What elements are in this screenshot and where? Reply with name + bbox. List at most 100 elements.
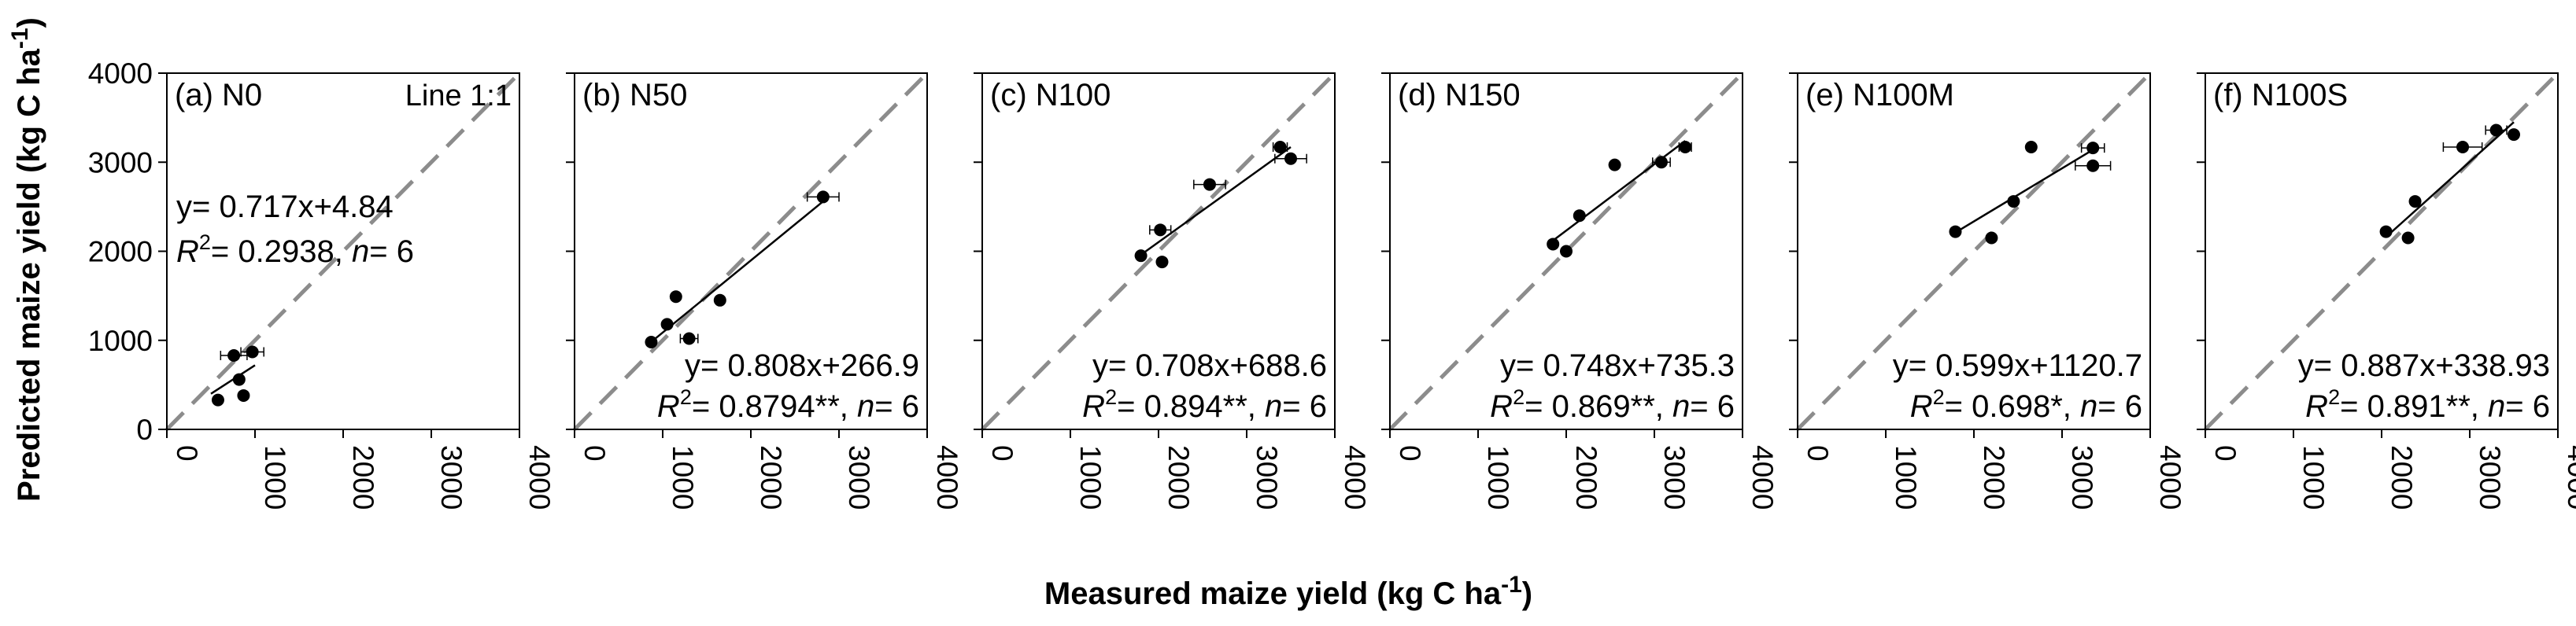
panel-2: 0 1000 2000 3000 4000 (b) N50 y= 0.808x+266.9R… <box>566 72 963 510</box>
x-tick-label: 4000 <box>931 445 963 510</box>
data-point <box>1573 209 1586 223</box>
data-point <box>232 373 246 386</box>
r2-symbol: R <box>176 234 199 269</box>
data-point <box>1654 156 1668 169</box>
panel-6: 0 1000 2000 3000 4000 (f) N100S y= 0.887x+338.… <box>2197 72 2576 510</box>
x-axis-title-close: ) <box>1522 576 1532 611</box>
data-point <box>1547 238 1560 251</box>
r2-superscript: 2 <box>1933 385 1945 409</box>
n-symbol: n <box>2488 389 2505 424</box>
panel-5: 0 1000 2000 3000 4000 (e) N100M y= 0.599x+1120… <box>1789 72 2186 510</box>
y-tick-label: 1000 <box>88 325 153 357</box>
n-value: = 6 <box>369 234 414 269</box>
r2-symbol: R <box>657 389 680 424</box>
x-tick-label: 1000 <box>667 445 699 510</box>
x-tick-label: 1000 <box>1482 445 1514 510</box>
panel-title: (e) N100M <box>1805 78 1954 112</box>
x-axis-title-sup: -1 <box>1501 572 1522 598</box>
x-tick-label: 1000 <box>2297 445 2330 510</box>
regression-line <box>1954 149 2094 234</box>
regression-line <box>2385 121 2515 238</box>
x-axis-title: Measured maize yield (kg C ha-1) <box>1044 572 1532 611</box>
panel-title: (d) N150 <box>1398 78 1521 112</box>
r2-label: R2= 0.698*, n= 6 <box>1910 385 2142 424</box>
n-symbol: n <box>1265 389 1282 424</box>
x-tick-label: 0 <box>578 445 611 462</box>
equation-label: y= 0.708x+688.6 <box>1092 348 1327 383</box>
n-symbol: n <box>1672 389 1690 424</box>
panel-title: (c) N100 <box>990 78 1111 112</box>
one-to-one-label: Line 1:1 <box>405 79 512 112</box>
r2-label: R2= 0.2938, n= 6 <box>176 230 414 269</box>
r2-label: R2= 0.894**, n= 6 <box>1082 385 1327 424</box>
n-value: = 6 <box>2097 389 2142 424</box>
x-tick-label: 4000 <box>1339 445 1371 510</box>
data-point <box>2456 140 2470 153</box>
r2-label: R2= 0.869**, n= 6 <box>1490 385 1735 424</box>
x-tick-label: 0 <box>2209 445 2242 462</box>
data-point <box>1203 178 1216 191</box>
data-point <box>211 393 224 407</box>
x-tick-label: 1000 <box>1074 445 1107 510</box>
data-point <box>2508 128 2520 142</box>
one-to-one-line <box>165 72 521 431</box>
x-tick-label: 0 <box>986 445 1018 462</box>
r2-superscript: 2 <box>1105 385 1117 409</box>
data-point <box>2379 225 2393 238</box>
n-value: = 6 <box>874 389 919 424</box>
x-tick-label: 4000 <box>1746 445 1779 510</box>
panel-1: 0 1000 2000 3000 4000 0 1000 2000 3000 4000 (a) N0… <box>88 57 556 510</box>
data-point <box>2086 159 2100 172</box>
r2-superscript: 2 <box>2328 385 2340 409</box>
y-axis-title-sup: -1 <box>7 28 33 49</box>
r2-value: = 0.891**, <box>2340 389 2488 424</box>
x-tick-label: 2000 <box>1162 445 1195 510</box>
data-point <box>1273 140 1287 153</box>
one-to-one-line <box>1388 72 1744 431</box>
data-point <box>1608 158 1621 171</box>
x-tick-label: 4000 <box>523 445 556 510</box>
data-point <box>2007 195 2020 208</box>
x-tick-label: 1000 <box>1890 445 1922 510</box>
data-point <box>227 349 241 363</box>
r2-superscript: 2 <box>680 385 692 409</box>
r2-label: R2= 0.8794**, n= 6 <box>657 385 919 424</box>
panel-4: 0 1000 2000 3000 4000 (d) N150 y= 0.748x+735.3… <box>1381 72 1779 510</box>
r2-value: = 0.869**, <box>1525 389 1672 424</box>
regression-line <box>647 201 824 346</box>
x-tick-label: 1000 <box>259 445 291 510</box>
panel-title: (f) N100S <box>2213 78 2348 112</box>
equation-label: y= 0.599x+1120.7 <box>1893 348 2142 383</box>
data-point <box>237 388 250 402</box>
y-tick-label: 3000 <box>88 146 153 179</box>
data-point <box>2086 142 2100 155</box>
data-point <box>1560 245 1573 258</box>
data-point <box>2408 195 2422 208</box>
r2-superscript: 2 <box>1513 385 1525 409</box>
data-point <box>1134 249 1148 263</box>
r2-symbol: R <box>1082 389 1105 424</box>
panel-title: (a) N0 <box>175 78 262 112</box>
n-symbol: n <box>2080 389 2097 424</box>
data-point <box>1985 231 1998 245</box>
one-to-one-line <box>981 72 1336 431</box>
x-tick-label: 3000 <box>2474 445 2506 510</box>
x-tick-label: 2000 <box>1570 445 1602 510</box>
x-tick-label: 0 <box>1394 445 1426 462</box>
data-point <box>713 293 726 307</box>
n-value: = 6 <box>1690 389 1735 424</box>
data-point <box>1154 223 1167 237</box>
data-point <box>2401 231 2415 245</box>
x-tick-label: 0 <box>1802 445 1834 462</box>
x-tick-label: 2000 <box>755 445 787 510</box>
n-symbol: n <box>857 389 874 424</box>
x-tick-label: 4000 <box>2154 445 2186 510</box>
x-axis-title-text: Measured maize yield (kg C ha <box>1044 576 1502 611</box>
y-tick-label: 2000 <box>88 236 153 268</box>
data-point <box>660 318 674 331</box>
y-axis-title-text: Predicted maize yield (kg C ha <box>12 48 46 501</box>
data-point <box>2024 140 2038 153</box>
data-point <box>816 190 830 204</box>
equation-label: y= 0.748x+735.3 <box>1500 348 1735 383</box>
data-point <box>1679 140 1692 153</box>
